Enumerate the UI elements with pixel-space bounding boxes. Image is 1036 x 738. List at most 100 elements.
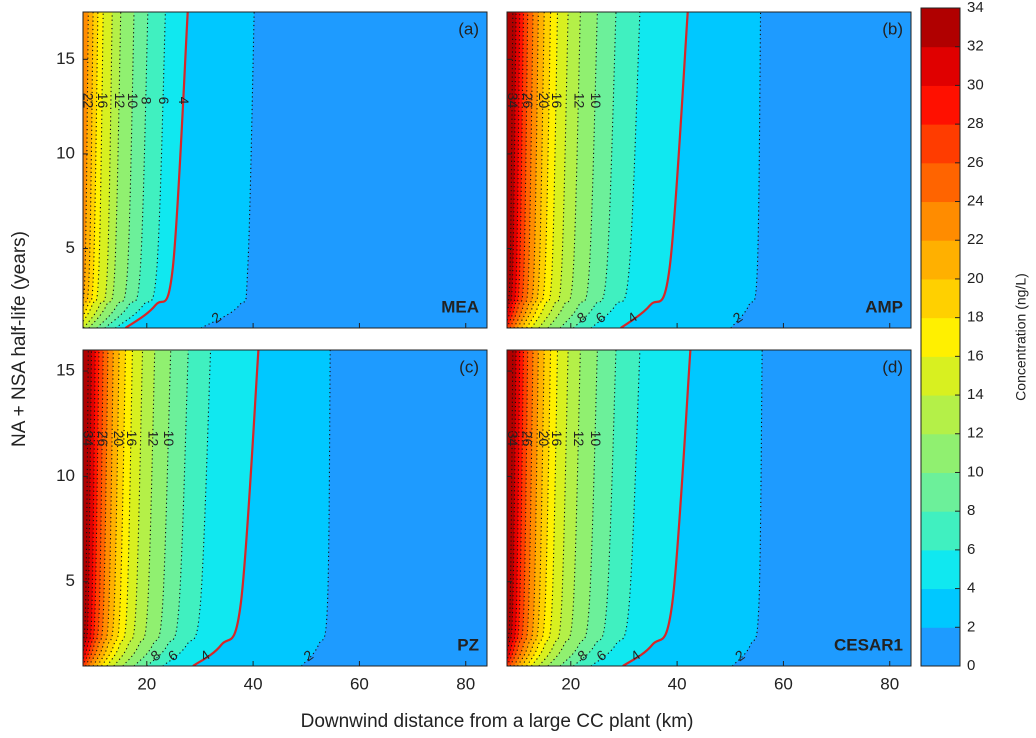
colorbar-band (921, 627, 960, 667)
contour-label: 34 (81, 431, 97, 447)
contour-label: 12 (571, 93, 587, 109)
contour-line (573, 350, 617, 666)
colorbar-band (921, 356, 960, 396)
contour-label: 20 (111, 431, 127, 447)
contour-line (122, 350, 156, 666)
contour-label: 4 (176, 97, 192, 105)
panel-title: AMP (865, 297, 903, 316)
x-tick-label: 60 (774, 674, 793, 693)
contour-label: 26 (520, 93, 536, 109)
colorbar-tick-label: 24 (967, 192, 984, 209)
colorbar-band (921, 549, 960, 590)
y-tick-label: 5 (66, 571, 75, 590)
axes-frame (506, 349, 912, 667)
colorbar-tick-label: 8 (967, 502, 975, 519)
colorbar-band (921, 124, 960, 164)
contour-fill (507, 350, 513, 642)
contour-line (513, 350, 534, 666)
colorbar-tick-label: 12 (967, 425, 984, 442)
colorbar-tick-label: 16 (967, 347, 984, 364)
y-tick-label: 15 (56, 49, 75, 68)
contour-line (507, 350, 525, 666)
colorbar-tick-label: 6 (967, 541, 975, 558)
contour-label: 12 (571, 431, 587, 447)
contour-line (547, 350, 581, 666)
y-tick-label: 5 (66, 238, 75, 257)
contour-line (517, 350, 539, 666)
colorbar-tick-label: 32 (967, 38, 984, 55)
contour-line (83, 350, 100, 666)
colorbar-tick-label: 0 (967, 657, 975, 674)
contour-line (301, 350, 331, 666)
highlight-contour (124, 12, 189, 328)
panel-label: (b) (882, 19, 903, 38)
contour-label: 34 (505, 431, 521, 447)
contour-label: 22 (81, 93, 97, 109)
colorbar-tick-label: 30 (967, 76, 984, 93)
contour-line (83, 350, 96, 661)
axes-frame (506, 11, 912, 329)
contour-line (83, 12, 104, 323)
colorbar-tick-label: 26 (967, 154, 984, 171)
x-axis-label: Downwind distance from a large CC plant … (301, 711, 694, 732)
colorbar-band (921, 201, 960, 241)
contour-label: 12 (146, 431, 162, 447)
contour-fill (83, 350, 89, 641)
contour-line (507, 12, 514, 304)
contour-line (731, 350, 763, 666)
contour-label: 10 (125, 93, 141, 109)
colorbar-band (921, 162, 960, 203)
panel-label: (a) (458, 19, 479, 38)
contour-label: 20 (536, 93, 552, 109)
highlight-contour (622, 350, 692, 666)
contour-line (83, 12, 113, 328)
contour-line (530, 12, 559, 328)
contour-line (559, 350, 598, 666)
colorbar-band (921, 46, 960, 86)
colorbar-frame (920, 7, 961, 667)
contour-label: 10 (588, 93, 604, 109)
highlight-contour (192, 350, 260, 666)
y-tick-label: 10 (56, 466, 75, 485)
x-tick-label: 20 (137, 674, 156, 693)
colorbar-band (921, 472, 960, 512)
x-tick-label: 40 (668, 674, 687, 693)
contour-label: 26 (520, 431, 536, 447)
colorbar-band (921, 588, 960, 628)
contour-line (590, 350, 641, 666)
x-tick-label: 40 (244, 674, 263, 693)
colorbar-band (921, 511, 960, 551)
colorbar-tick-label: 22 (967, 231, 984, 248)
contour-line (538, 12, 569, 328)
colorbar-label: Concentration (ng/L) (1013, 273, 1029, 401)
colorbar-tick-label: 2 (967, 618, 975, 635)
contour-label: 34 (505, 93, 521, 109)
colorbar-tick-label: 10 (967, 463, 984, 480)
contour-line (526, 350, 552, 666)
contour-line (200, 12, 255, 328)
contour-line (92, 350, 114, 666)
colorbar-band (921, 395, 960, 435)
axes-frame (82, 349, 488, 667)
x-tick-label: 60 (350, 674, 369, 693)
contour-line (590, 12, 641, 328)
x-tick-label: 80 (456, 674, 475, 693)
colorbar-band (921, 433, 960, 473)
contour-line (96, 350, 120, 666)
panel-title: MEA (441, 297, 479, 316)
colorbar-band (921, 85, 960, 125)
colorbar-tick-label: 28 (967, 115, 984, 132)
contour-fill (83, 12, 89, 301)
contour-line (101, 350, 127, 666)
contour-label: 10 (161, 431, 177, 447)
highlight-contour (620, 12, 689, 328)
colorbar-tick-label: 14 (967, 386, 984, 403)
colorbar-tick-label: 18 (967, 309, 984, 326)
colorbar-tick-label: 34 (967, 0, 984, 16)
contour-label: 10 (588, 431, 604, 447)
contour-label: 16 (124, 431, 140, 447)
